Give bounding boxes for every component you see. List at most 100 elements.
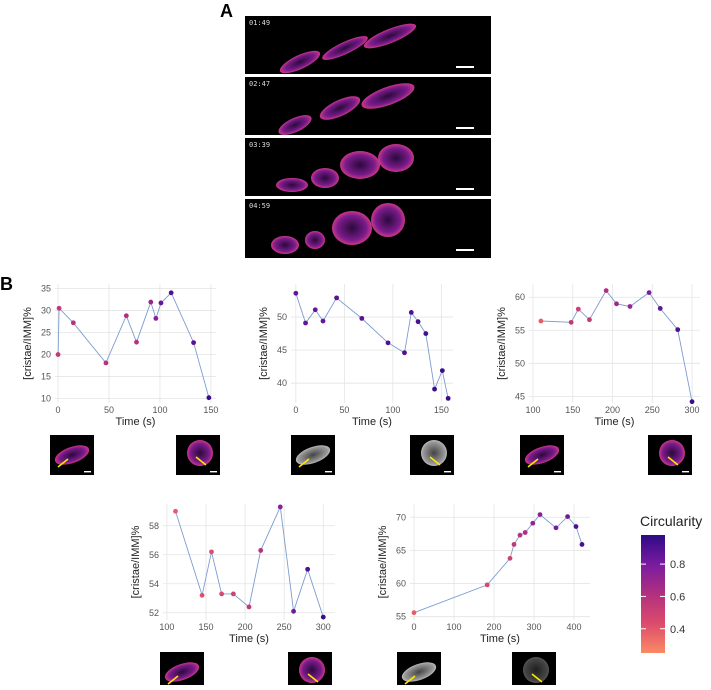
arrow-icon xyxy=(298,458,310,468)
y-axis-title: [cristae/IMM]% xyxy=(377,525,389,598)
data-point xyxy=(587,317,592,323)
x-tick-label: 250 xyxy=(645,405,660,415)
frame-2: 02:47 xyxy=(245,77,491,135)
scale-bar xyxy=(456,188,474,190)
data-point xyxy=(484,582,490,588)
data-point xyxy=(148,299,154,305)
legend-tick-label: 0.8 xyxy=(670,559,685,571)
plot-3: 100 150 200 250 300 45 50 55 60 Time (s) [cristae/… xyxy=(496,284,700,475)
series-line xyxy=(540,289,693,402)
thumbnail-image xyxy=(288,652,332,690)
data-point xyxy=(158,300,164,306)
y-tick-label: 54 xyxy=(149,579,159,589)
data-point xyxy=(320,318,326,324)
thumbnail-image xyxy=(50,435,94,475)
y-tick-label: 50 xyxy=(515,358,525,368)
y-tick-label: 20 xyxy=(41,350,51,360)
data-point xyxy=(553,525,559,531)
data-point xyxy=(103,360,109,366)
y-tick-label: 65 xyxy=(396,545,406,555)
frame-4: 04:59 xyxy=(245,199,491,258)
data-point xyxy=(134,339,139,345)
x-tick-label: 150 xyxy=(434,405,449,415)
x-tick-label: 50 xyxy=(104,405,114,415)
data-point xyxy=(291,608,296,614)
data-point xyxy=(575,306,581,312)
data-point xyxy=(579,542,585,547)
series-line xyxy=(57,292,210,398)
thumbnail-image xyxy=(291,435,335,475)
data-point xyxy=(627,304,633,309)
data-point xyxy=(538,318,544,324)
data-point xyxy=(565,514,570,519)
timestamp-1: 01:49 xyxy=(249,19,270,27)
data-point xyxy=(206,395,212,401)
data-point xyxy=(439,368,445,374)
arrow-icon xyxy=(307,673,319,683)
y-axis-title: [cristae/IMM]% xyxy=(130,525,142,598)
thumbnail-image xyxy=(176,435,220,475)
data-point xyxy=(522,530,528,535)
arrow-icon xyxy=(167,675,179,685)
data-point xyxy=(320,614,326,620)
data-point xyxy=(568,319,574,325)
y-tick-label: 60 xyxy=(515,292,525,302)
data-point xyxy=(603,288,609,294)
data-point xyxy=(334,295,339,301)
y-tick-label: 45 xyxy=(277,345,287,355)
data-point xyxy=(359,315,365,321)
y-tick-label: 30 xyxy=(41,305,51,315)
data-point xyxy=(614,301,619,307)
legend-tick-label: 0.4 xyxy=(670,624,685,636)
data-point xyxy=(646,290,652,295)
x-axis-title: Time (s) xyxy=(595,416,635,428)
thumbnail-image xyxy=(160,652,204,690)
data-point xyxy=(445,395,451,401)
data-point xyxy=(689,399,695,405)
data-point xyxy=(277,504,283,510)
legend-tick-label: 0.6 xyxy=(670,591,685,603)
data-point xyxy=(402,350,407,356)
x-tick-label: 200 xyxy=(605,405,620,415)
y-tick-label: 15 xyxy=(41,372,51,382)
colorbar xyxy=(641,535,665,653)
x-tick-label: 300 xyxy=(685,405,700,415)
y-tick-label: 10 xyxy=(41,394,51,404)
x-tick-label: 400 xyxy=(566,622,581,632)
y-tick-label: 55 xyxy=(515,325,525,335)
data-point xyxy=(123,313,129,319)
scale-bar xyxy=(456,66,474,68)
arrow-icon xyxy=(667,456,679,466)
data-point xyxy=(293,290,299,296)
y-tick-label: 60 xyxy=(396,579,406,589)
arrow-icon xyxy=(531,673,543,683)
data-point xyxy=(423,331,429,336)
x-tick-label: 100 xyxy=(446,622,461,632)
x-tick-label: 0 xyxy=(293,405,298,415)
timestamp-3: 03:39 xyxy=(249,141,270,149)
data-point xyxy=(675,327,681,333)
frame-3: 03:39 xyxy=(245,138,491,196)
data-point xyxy=(219,591,225,597)
data-point xyxy=(537,512,543,518)
y-tick-label: 70 xyxy=(396,512,406,522)
circularity-legend: Circularity 0.4 0.6 0.8 xyxy=(640,513,702,653)
y-axis-title: [cristae/IMM]% xyxy=(496,307,508,380)
data-point xyxy=(573,524,579,529)
y-tick-label: 35 xyxy=(41,283,51,293)
x-tick-label: 200 xyxy=(486,622,501,632)
legend-title: Circularity xyxy=(640,513,702,529)
panel-b-label: B xyxy=(0,274,13,294)
data-point xyxy=(415,319,421,325)
x-tick-label: 150 xyxy=(565,405,580,415)
data-point xyxy=(173,508,178,514)
x-axis-title: Time (s) xyxy=(480,633,520,645)
x-tick-label: 100 xyxy=(152,405,167,415)
data-point xyxy=(230,591,236,597)
data-point xyxy=(199,592,205,598)
x-tick-label: 0 xyxy=(411,622,416,632)
arrow-icon xyxy=(195,456,207,466)
timestamp-2: 02:47 xyxy=(249,80,270,88)
